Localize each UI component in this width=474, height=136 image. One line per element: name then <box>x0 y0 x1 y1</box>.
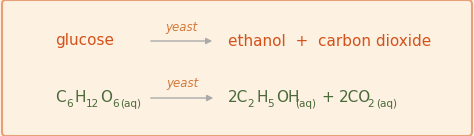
Text: H: H <box>75 90 86 106</box>
Text: O: O <box>100 90 112 106</box>
Text: 2: 2 <box>367 99 374 109</box>
Text: 6: 6 <box>66 99 73 109</box>
Text: (aq): (aq) <box>376 99 397 109</box>
Text: (aq): (aq) <box>295 99 316 109</box>
Text: 12: 12 <box>86 99 99 109</box>
Text: 2CO: 2CO <box>339 90 371 106</box>
Text: OH: OH <box>276 90 300 106</box>
Text: 2: 2 <box>247 99 254 109</box>
Text: 6: 6 <box>112 99 118 109</box>
Text: H: H <box>256 90 267 106</box>
Text: (aq): (aq) <box>120 99 141 109</box>
Text: C: C <box>55 90 65 106</box>
Text: yeast: yeast <box>166 78 198 90</box>
Text: ethanol  +  carbon dioxide: ethanol + carbon dioxide <box>228 33 431 49</box>
Text: 2C: 2C <box>228 90 248 106</box>
Text: yeast: yeast <box>165 21 197 33</box>
Text: glucose: glucose <box>55 33 114 49</box>
Text: +: + <box>321 90 334 106</box>
Text: 5: 5 <box>267 99 273 109</box>
